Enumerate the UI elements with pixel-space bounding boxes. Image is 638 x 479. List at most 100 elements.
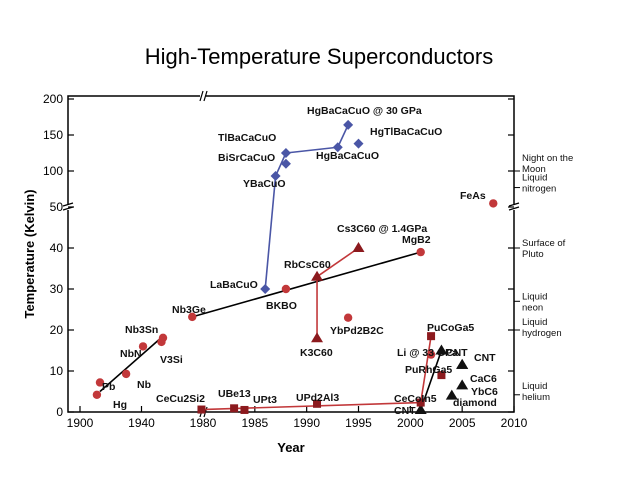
- data-point: [353, 138, 364, 149]
- x-axis-label: Year: [277, 440, 304, 455]
- data-point: [343, 313, 353, 322]
- trend-line-cuprates: [337, 124, 349, 148]
- point-label: UPt3: [253, 394, 277, 406]
- data-point: [138, 342, 148, 351]
- data-point: [313, 399, 322, 408]
- point-label: CNT: [394, 405, 416, 417]
- data-point: [311, 332, 324, 343]
- data-point: [280, 148, 291, 158]
- data-point: [416, 398, 425, 407]
- trend-line-cuprates: [264, 175, 277, 290]
- point-label: CNT: [474, 352, 496, 364]
- y-tick-label: 200: [43, 92, 63, 106]
- data-point: [311, 270, 324, 281]
- data-point: [270, 171, 281, 182]
- x-tick-label: 1900: [67, 416, 94, 430]
- trend-line-cuprates: [274, 152, 287, 177]
- data-point: [92, 390, 102, 399]
- y-tick-label: 10: [50, 364, 64, 378]
- point-label: HgBaCaCuO: [316, 150, 379, 162]
- point-label: CeCoIn5: [394, 393, 437, 405]
- reference-label: Liquid hydrogen: [522, 317, 562, 339]
- point-label: Nb3Ge: [172, 304, 206, 316]
- point-label: LaBaCuO: [210, 279, 258, 291]
- data-point: [456, 379, 469, 390]
- slide-title: High-Temperature Superconductors: [144, 44, 494, 69]
- data-point: [240, 405, 249, 414]
- trend-line-fullerides: [316, 247, 359, 278]
- data-point: [280, 158, 291, 169]
- point-label: YbPd2B2C: [330, 325, 384, 337]
- point-label: CNT: [446, 347, 468, 359]
- trend-lines: [99, 124, 443, 411]
- data-point: [281, 284, 291, 294]
- point-label: RbCsC60: [284, 259, 331, 271]
- y-tick-label: 30: [50, 282, 64, 296]
- reference-label: Liquid neon: [522, 291, 547, 313]
- point-label: K3C60: [300, 347, 333, 359]
- data-point: [188, 312, 197, 322]
- point-label: Hg: [113, 399, 127, 411]
- data-point: [332, 142, 343, 153]
- data-point: [437, 371, 446, 380]
- point-label: HgTlBaCaCuO: [370, 126, 442, 138]
- data-points: [92, 119, 498, 414]
- point-label: TlBaCaCuO: [218, 132, 276, 144]
- x-tick-label: 1990: [293, 416, 320, 430]
- y-tick-label: 40: [50, 241, 64, 255]
- data-point: [456, 358, 469, 369]
- point-label: V3Si: [160, 354, 183, 366]
- trend-line-cuprates: [285, 146, 338, 154]
- x-tick-label: 2010: [501, 416, 528, 430]
- point-label: CaC6: [470, 373, 497, 385]
- point-label: Pb: [102, 381, 115, 393]
- data-point: [158, 333, 168, 342]
- data-point: [121, 369, 131, 379]
- reference-label: Surface of Pluto: [522, 238, 566, 260]
- data-point: [260, 284, 271, 294]
- y-tick-label: 150: [43, 128, 63, 142]
- x-tick-label: 1940: [128, 416, 155, 430]
- y-tick-label: 100: [43, 164, 63, 178]
- y-tick-label: 0: [56, 405, 63, 419]
- data-point: [426, 350, 436, 359]
- y-tick-label: 50: [50, 200, 64, 214]
- x-tick-label: 1980: [190, 416, 217, 430]
- data-point: [230, 404, 239, 413]
- data-point: [445, 389, 458, 400]
- data-point: [489, 199, 498, 208]
- point-label: PuRhGa5: [405, 364, 452, 376]
- data-point: [435, 344, 448, 355]
- point-label: MgB2: [402, 234, 431, 246]
- point-label: BiSrCaCuO: [218, 152, 275, 164]
- point-label: Cs3C60 @ 1.4GPa: [337, 223, 427, 235]
- data-point: [414, 403, 427, 414]
- data-point: [416, 247, 425, 257]
- point-label: UPd2Al3: [296, 392, 339, 404]
- axis-ticks: 1900 1940 1980 1985 1990 1995 2000 2005 20100102…: [43, 92, 528, 430]
- reference-label: Liquid helium: [522, 381, 550, 403]
- data-point: [197, 405, 206, 414]
- point-label: CeCu2Si2: [156, 393, 205, 405]
- x-axis-break-mark: [199, 90, 208, 418]
- point-label: BKBO: [266, 300, 297, 312]
- data-point: [352, 242, 365, 252]
- point-label: HgBaCaCuO @ 30 GPa: [307, 105, 422, 117]
- x-tick-label: 1995: [345, 416, 372, 430]
- point-label: Nb3Sn: [125, 324, 158, 336]
- point-label: UBe13: [218, 388, 251, 400]
- point-label: Li @ 33 GPa: [397, 347, 458, 359]
- data-point: [427, 332, 436, 341]
- point-label: PuCoGa5: [427, 322, 474, 334]
- point-label: YBaCuO: [243, 178, 286, 190]
- point-labels: Hg Pb Nb NbN V3Si Nb3Sn Nb3Ge BKBO YbPd2B2C MgB2 L…: [102, 105, 498, 417]
- point-label: Nb: [137, 379, 151, 391]
- x-tick-label: 1985: [241, 416, 268, 430]
- point-label: YbC6: [471, 386, 498, 398]
- data-point: [95, 378, 105, 387]
- trend-line-heavy-fermions: [419, 336, 432, 403]
- y-axis-label: Temperature (Kelvin): [22, 189, 37, 318]
- point-label: FeAs: [460, 190, 486, 202]
